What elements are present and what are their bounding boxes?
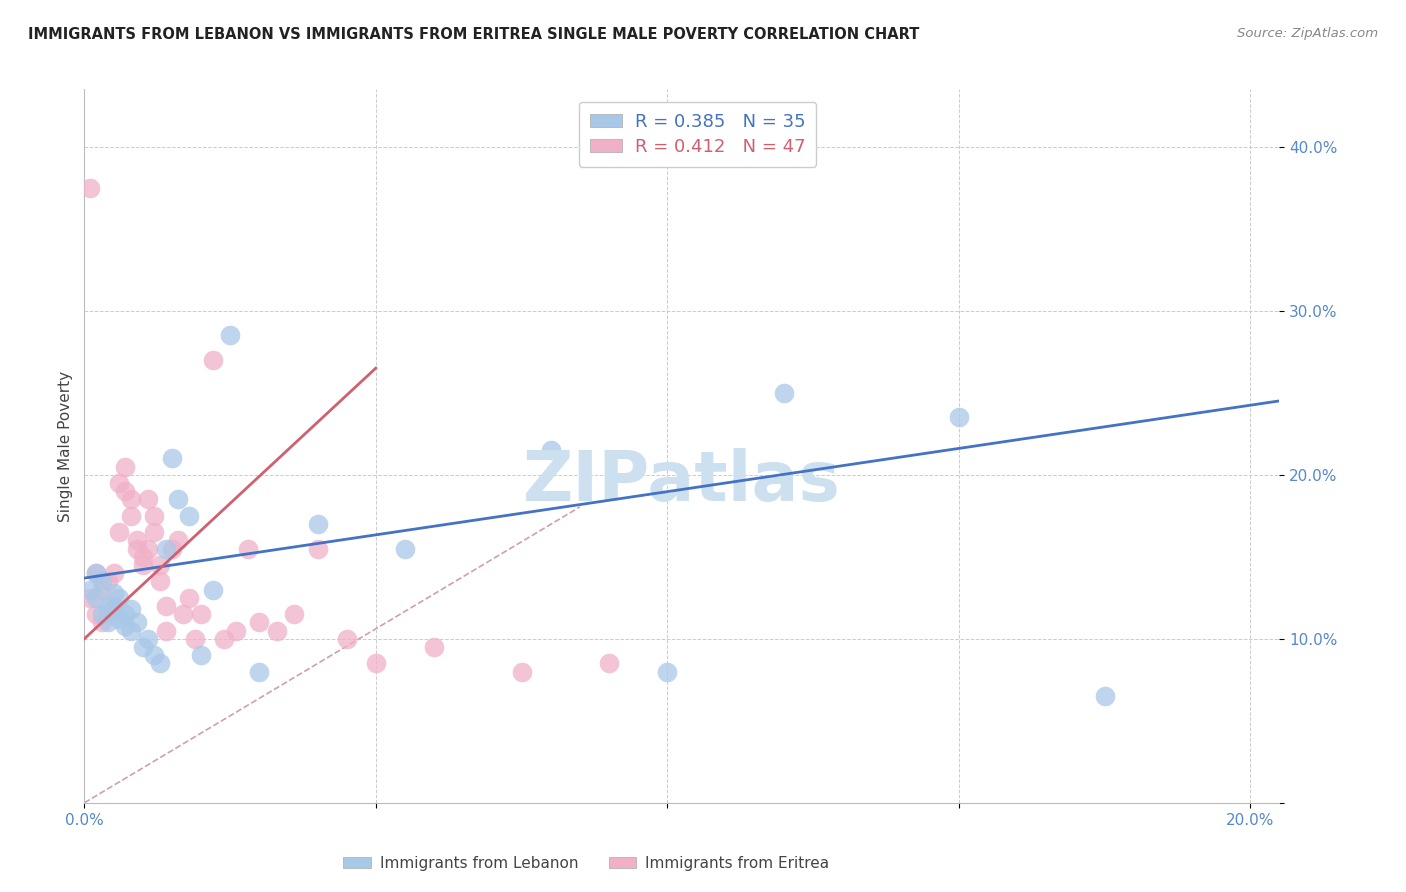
Point (90, 615, 112, 630)
Point (114, 618, 136, 632)
Point (225, 624, 247, 638)
Point (131, 640, 153, 654)
Point (120, 602, 142, 616)
Point (103, 586, 125, 600)
Point (84, 591, 107, 605)
Point (120, 508, 142, 523)
Point (266, 624, 288, 638)
Point (131, 558, 153, 572)
Point (120, 624, 142, 638)
Point (108, 591, 131, 605)
Point (307, 516, 329, 531)
Point (219, 328, 242, 343)
Point (125, 541, 148, 556)
Y-axis label: Single Male Poverty: Single Male Poverty (58, 370, 73, 522)
Point (143, 648, 166, 662)
Point (166, 492, 188, 507)
Point (510, 665, 533, 679)
Point (103, 599, 125, 613)
Point (114, 484, 136, 499)
Point (773, 385, 796, 400)
Point (138, 541, 160, 556)
Point (423, 640, 446, 654)
Point (307, 541, 329, 556)
Point (149, 574, 172, 589)
Point (160, 451, 183, 466)
Point (155, 541, 177, 556)
Point (201, 582, 224, 597)
Point (90, 607, 112, 622)
Point (90, 582, 112, 597)
Point (540, 443, 562, 458)
Point (108, 612, 131, 626)
Point (79, 180, 101, 194)
Point (247, 665, 270, 679)
Point (120, 492, 142, 507)
Point (364, 657, 387, 671)
Point (84, 607, 107, 622)
Point (97, 615, 120, 630)
Point (138, 632, 160, 646)
Point (97, 574, 120, 589)
Text: IMMIGRANTS FROM LEBANON VS IMMIGRANTS FROM ERITREA SINGLE MALE POVERTY CORRELATI: IMMIGRANTS FROM LEBANON VS IMMIGRANTS FR… (28, 27, 920, 42)
Point (84, 566, 107, 581)
Point (131, 549, 153, 564)
Point (143, 508, 166, 523)
Point (103, 602, 125, 616)
Point (143, 525, 166, 540)
Point (179, 508, 201, 523)
Point (179, 591, 201, 605)
Point (90, 574, 112, 589)
Point (190, 648, 212, 662)
Point (149, 657, 172, 671)
Text: Source: ZipAtlas.com: Source: ZipAtlas.com (1237, 27, 1378, 40)
Point (79, 582, 101, 597)
Point (336, 632, 359, 646)
Point (114, 607, 136, 622)
Point (79, 591, 101, 605)
Point (394, 541, 416, 556)
Point (172, 607, 194, 622)
Point (97, 607, 120, 622)
Point (657, 665, 679, 679)
Point (598, 657, 620, 671)
Point (201, 352, 224, 367)
Point (160, 541, 183, 556)
Point (108, 525, 131, 540)
Point (236, 541, 259, 556)
Point (138, 492, 160, 507)
Point (166, 533, 188, 548)
Point (283, 607, 305, 622)
Point (114, 459, 136, 474)
Point (247, 615, 270, 630)
Point (190, 607, 212, 622)
Text: ZIPatlas: ZIPatlas (523, 448, 841, 516)
Point (125, 615, 148, 630)
Point (84, 566, 107, 581)
Point (1094, 689, 1116, 703)
Point (125, 533, 148, 548)
Point (155, 599, 177, 613)
Legend: Immigrants from Lebanon, Immigrants from Eritrea: Immigrants from Lebanon, Immigrants from… (337, 850, 835, 877)
Point (184, 632, 207, 646)
Point (108, 475, 131, 490)
Point (214, 632, 236, 646)
Point (149, 558, 172, 572)
Point (97, 599, 120, 613)
Point (948, 410, 970, 425)
Point (103, 566, 125, 581)
Point (155, 624, 177, 638)
